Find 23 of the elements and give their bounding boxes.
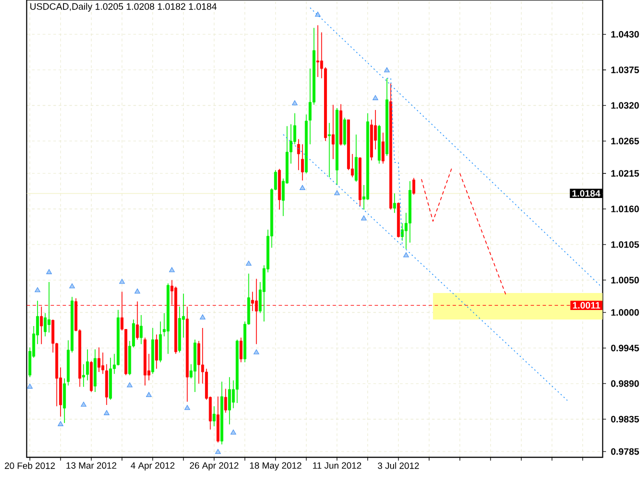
x-tick-label: 3 Jul 2012 [378,462,419,469]
y-tick-label: 1.0215 [611,170,639,177]
y-tick-label: 1.0265 [611,138,639,144]
y-tick-label: 0.9945 [611,344,639,352]
x-tick-label: 20 Feb 2012 [4,462,55,469]
y-tick-label: 1.0000 [611,309,639,316]
y-tick-label: 1.0050 [611,276,639,284]
y-tick-label: 0.9835 [611,416,639,422]
y-tick-label: 1.0160 [611,206,639,212]
x-tick-label: 4 Apr 2012 [130,462,174,470]
y-tick-label: 0.9785 [611,448,639,455]
x-tick-label: 13 Mar 2012 [66,462,116,469]
y-tick-label: 1.0105 [611,241,639,248]
chart-title: USDCAD,Daily 1.0205 1.0208 1.0182 1.0184 [30,2,217,12]
x-tick-label: 26 Apr 2012 [190,462,238,470]
x-tick-label: 18 May 2012 [250,462,302,470]
ref-line-label: 1.0011 [572,302,600,309]
y-tick-label: 1.0430 [611,30,639,38]
y-tick-label: 1.0320 [611,102,639,109]
y-tick-label: 0.9890 [611,380,639,387]
x-tick-label: 11 Jun 2012 [313,462,362,469]
ref-line-label: 1.0184 [572,190,600,197]
y-tick-label: 1.0375 [611,66,639,74]
